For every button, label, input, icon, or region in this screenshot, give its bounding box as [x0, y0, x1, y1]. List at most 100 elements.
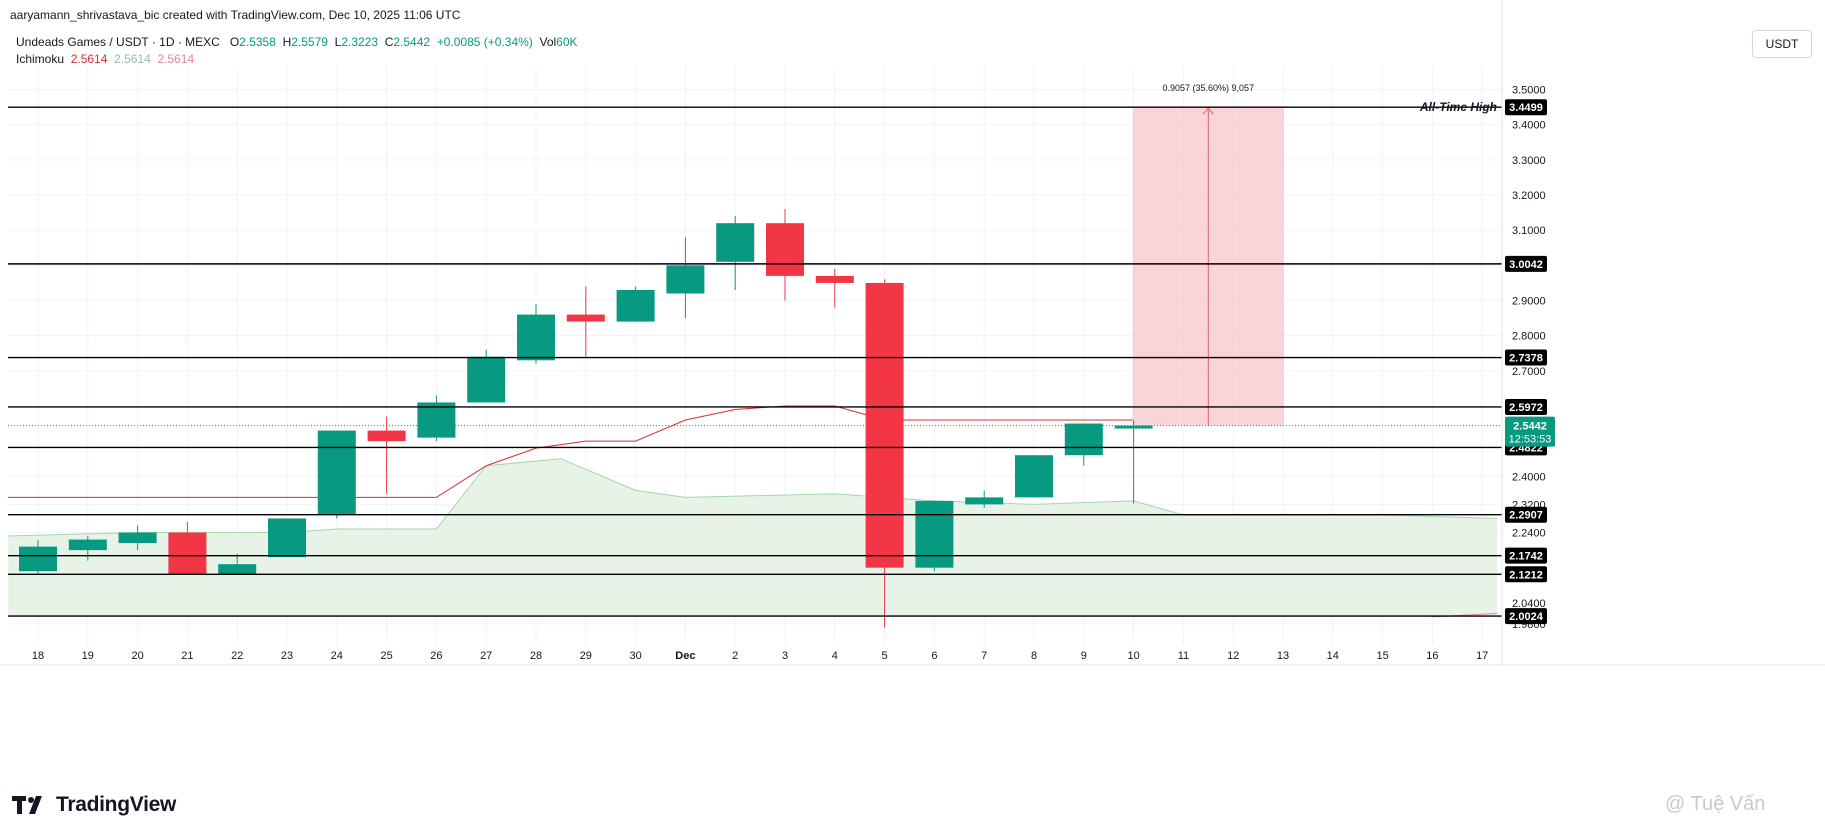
level-price-tag: 3.4499 [1505, 99, 1547, 116]
candle-body [1114, 425, 1153, 429]
x-tick-label: 18 [32, 650, 44, 662]
candle-body [218, 564, 257, 575]
close-value: 2.5442 [393, 35, 431, 49]
author-watermark: @ Tuệ Vấn [1665, 793, 1766, 815]
candle-body [666, 265, 705, 294]
x-tick-label: 13 [1277, 650, 1289, 662]
candle-body [1015, 455, 1053, 498]
candle [168, 521, 207, 575]
low-label: L [334, 35, 342, 49]
y-tick-label: 2.2400 [1512, 528, 1546, 540]
volume-value: 60K [556, 35, 578, 49]
ichimoku-label[interactable]: Ichimoku [16, 52, 65, 66]
ichimoku-row: Ichimoku 2.5614 2.5614 2.5614 [16, 51, 578, 68]
price-chart[interactable]: 0.9057 (35.60%) 9,057 All-Time High 3.5000… [0, 0, 1825, 780]
level-price-tag-bg [1505, 99, 1547, 116]
candle-body [965, 497, 1004, 505]
x-tick-label: 11 [1178, 650, 1189, 662]
ichimoku-base-line [8, 405, 1134, 498]
candle [517, 304, 555, 364]
candle [716, 216, 755, 290]
x-tick-label: 14 [1327, 650, 1339, 662]
level-price-tag-bg [1505, 547, 1547, 564]
level-price-tag-bg [1505, 255, 1547, 272]
y-tick-label: 2.4000 [1512, 471, 1546, 483]
candle [666, 237, 705, 319]
close-label: C [384, 35, 394, 49]
level-price-tag: 2.0024 [1505, 608, 1547, 625]
level-price-tag-text: 2.1742 [1509, 551, 1543, 563]
candle-body [367, 430, 406, 442]
change-value: +0.0085 (+0.34%) [436, 35, 533, 49]
candle [1064, 423, 1103, 466]
candle [317, 430, 356, 519]
x-tick-label: 28 [530, 650, 542, 662]
x-tick-label: 19 [82, 650, 94, 662]
open-label: O [229, 35, 240, 49]
candle [467, 349, 506, 403]
level-price-tag: 2.1212 [1505, 566, 1547, 583]
level-price-tag-text: 2.0024 [1509, 611, 1544, 623]
level-price-tag-text: 2.7378 [1509, 353, 1543, 365]
candle [417, 395, 456, 442]
candle-body [1064, 423, 1103, 456]
y-tick-label: 3.1000 [1512, 225, 1546, 237]
candle [965, 490, 1004, 508]
candle [118, 525, 157, 551]
candle [19, 539, 57, 575]
candle-body [168, 532, 207, 575]
level-price-tag-bg [1505, 506, 1547, 523]
symbol-title[interactable]: Undeads Games / USDT · 1D · MEXC [16, 35, 220, 49]
x-tick-label: 16 [1426, 650, 1438, 662]
y-tick-label: 2.8000 [1512, 331, 1546, 343]
x-tick-label: 9 [1081, 650, 1087, 662]
ichimoku-value-3: 2.5614 [157, 52, 195, 66]
current-price-tag-value: 2.5442 [1513, 421, 1547, 433]
level-price-tag-text: 3.0042 [1509, 259, 1543, 271]
low-value: 2.3223 [341, 35, 379, 49]
candle-body [417, 402, 456, 438]
x-tick-label: 10 [1127, 650, 1139, 662]
x-tick-label: 17 [1476, 650, 1488, 662]
candle-body [915, 500, 954, 568]
x-tick-label: 6 [931, 650, 937, 662]
x-tick-label: 20 [131, 650, 143, 662]
currency-button[interactable]: USDT [1752, 30, 1812, 58]
current-price-tag-countdown: 12:53:53 [1509, 434, 1552, 446]
ichimoku-value-2: 2.5614 [114, 52, 151, 66]
x-tick-label: 26 [430, 650, 442, 662]
tradingview-mark-icon [12, 794, 48, 816]
x-tick-label: 27 [480, 650, 492, 662]
chart-credit: aaryamann_shrivastava_bic created with T… [10, 8, 461, 22]
level-price-tag: 3.0042 [1505, 255, 1547, 272]
candle-body [517, 314, 555, 361]
candle-body [19, 546, 57, 572]
candle-body [716, 223, 755, 262]
measure-arrow-head [1202, 107, 1214, 115]
y-tick-label: 2.0400 [1512, 598, 1546, 610]
y-tick-label: 2.7000 [1512, 366, 1546, 378]
candle [766, 209, 804, 301]
candle-body [865, 282, 904, 568]
y-tick-label: 3.3000 [1512, 155, 1546, 167]
measure-label: 0.9057 (35.60%) 9,057 [1163, 83, 1255, 93]
level-price-tag-text: 2.5972 [1509, 402, 1543, 414]
ichimoku-cloud [8, 458, 1498, 617]
x-tick-label: 4 [832, 650, 838, 662]
x-tick-label: 22 [231, 650, 243, 662]
tradingview-logo-text: TradingView [56, 793, 177, 816]
chart-legend: Undeads Games / USDT · 1D · MEXC O2.5358… [16, 34, 578, 68]
x-tick-label: 15 [1376, 650, 1388, 662]
high-label: H [282, 35, 292, 49]
tradingview-logo: TradingView [12, 793, 176, 817]
candle-body [467, 356, 506, 403]
candle [367, 416, 406, 494]
high-value: 2.5579 [291, 35, 328, 49]
x-tick-label: 21 [181, 650, 193, 662]
candle-body [268, 518, 306, 558]
level-price-tag-text: 2.2907 [1509, 510, 1543, 522]
x-tick-label: 5 [882, 650, 888, 662]
candle [268, 518, 306, 558]
volume-label: Vol [539, 35, 557, 49]
